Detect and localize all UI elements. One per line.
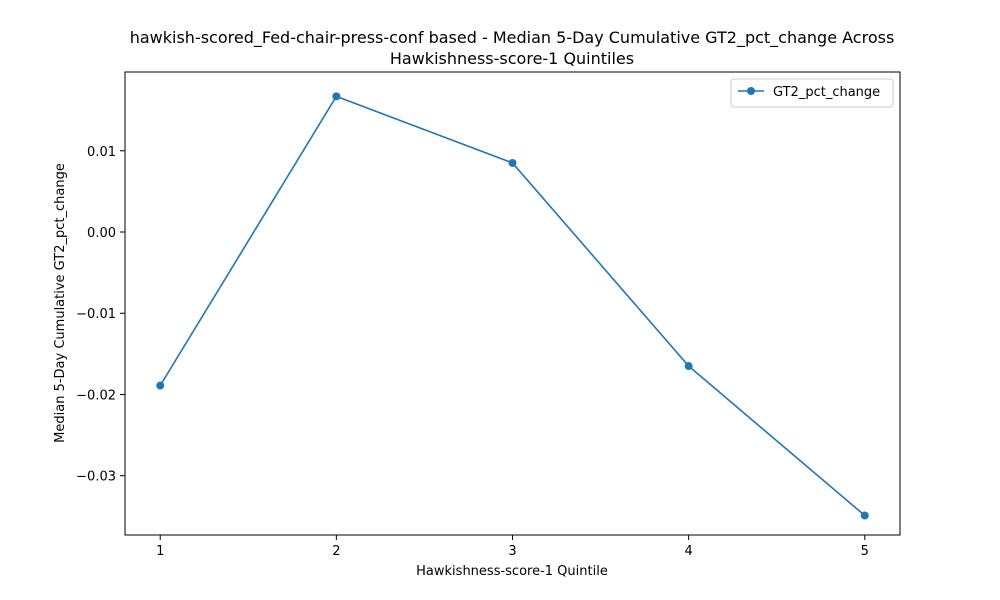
x-axis-label: Hawkishness-score-1 Quintile bbox=[416, 564, 608, 579]
chart-title-line1: hawkish-scored_Fed-chair-press-conf base… bbox=[130, 28, 895, 48]
data-point bbox=[332, 92, 341, 101]
plot-area: 1 2 3 4 5 0.01 0.00 −0.01 −0.02 −0.03 bbox=[76, 92, 869, 559]
y-tick-label: −0.02 bbox=[76, 388, 116, 403]
data-point bbox=[156, 381, 165, 390]
data-point bbox=[508, 158, 517, 167]
legend: GT2_pct_change bbox=[730, 78, 894, 108]
x-tick-label: 5 bbox=[861, 544, 869, 559]
chart-title-line2: Hawkishness-score-1 Quintiles bbox=[390, 49, 634, 68]
data-point bbox=[860, 511, 869, 520]
x-tick-label: 1 bbox=[156, 544, 164, 559]
y-tick-label: −0.01 bbox=[76, 307, 116, 322]
x-tick-label: 3 bbox=[508, 544, 516, 559]
y-axis-label: Median 5-Day Cumulative GT2_pct_change bbox=[53, 163, 68, 443]
legend-box bbox=[730, 78, 894, 108]
x-tick-label: 2 bbox=[332, 544, 340, 559]
y-tick-label: 0.00 bbox=[87, 226, 116, 241]
plot-frame bbox=[124, 71, 901, 536]
legend-marker bbox=[747, 87, 755, 95]
x-tick-label: 4 bbox=[684, 544, 692, 559]
y-tick-label: −0.03 bbox=[76, 470, 116, 485]
data-point bbox=[684, 362, 693, 371]
legend-label: GT2_pct_change bbox=[773, 85, 880, 100]
y-tick-label: 0.01 bbox=[87, 145, 116, 160]
